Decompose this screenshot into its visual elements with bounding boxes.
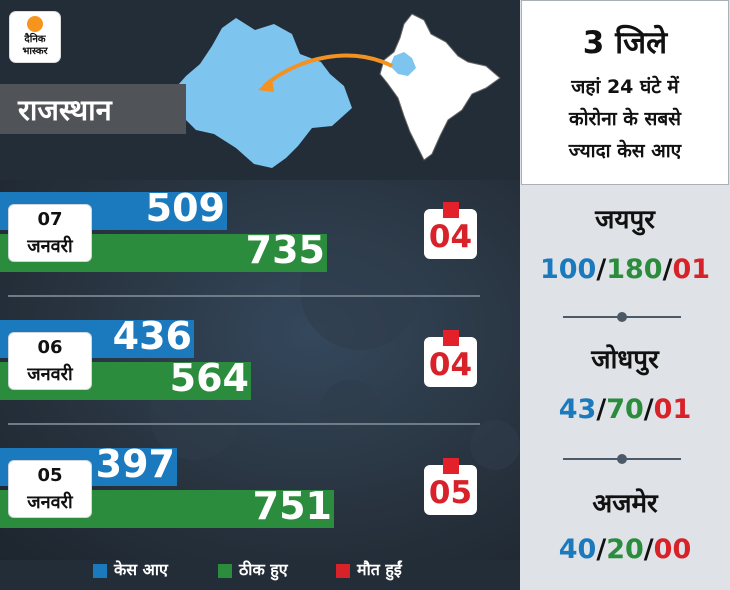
district-cases: 100 [539, 254, 597, 285]
bar-label-cases: 397 [95, 442, 175, 486]
date-box: 06 जनवरी [8, 332, 92, 390]
india-map-icon [379, 13, 501, 161]
date-box: 05 जनवरी [8, 460, 92, 518]
district-name-jodhpur: जोधपुर [591, 345, 659, 375]
district-recovered: 20 [606, 534, 644, 565]
death-count: 04 [428, 219, 473, 255]
death-flag-icon [443, 330, 459, 346]
district-deaths: 01 [653, 394, 692, 425]
district-stats-jodhpur: 43/70/01 [520, 394, 730, 425]
rajasthan-highlight-icon [390, 52, 416, 76]
district-cases: 43 [558, 394, 597, 425]
panel-title-big: 3 जिले [582, 25, 668, 61]
district-recovered: 70 [606, 394, 644, 425]
death-count-box: 05 [424, 458, 477, 515]
logo-text-line2: भास्कर [22, 46, 48, 57]
legend-label-cases: केस आए [114, 560, 168, 579]
district-recovered: 180 [606, 254, 663, 285]
district-cases: 40 [558, 534, 597, 565]
legend-swatch-deaths [336, 564, 350, 578]
slash: / [596, 534, 607, 565]
map-graphic [170, 13, 501, 168]
divider-dot [617, 454, 627, 464]
district-name-ajmer: अजमेर [592, 489, 658, 519]
brand-logo: दैनिक भास्कर [10, 12, 60, 62]
legend-label-recovered: ठीक हुए [239, 560, 288, 579]
death-count: 05 [428, 475, 473, 511]
state-name: राजस्थान [18, 93, 112, 127]
divider-dot [617, 312, 627, 322]
bar-label-cases: 509 [145, 186, 225, 230]
legend-swatch-recovered [218, 564, 232, 578]
legend-swatch-cases [93, 564, 107, 578]
rajasthan-map-icon [170, 18, 352, 168]
slash: / [596, 254, 607, 285]
district-stats-ajmer: 40/20/00 [520, 534, 730, 565]
date-number: 05 [37, 465, 63, 486]
date-number: 07 [37, 209, 63, 230]
death-flag-icon [443, 458, 459, 474]
row-separator [8, 295, 480, 297]
district-deaths: 00 [653, 534, 692, 565]
panel-title-line: ज्यादा केस आए [568, 140, 682, 162]
panel-title-line: जहां 24 घंटे में [571, 76, 679, 98]
death-count-box: 04 [424, 330, 477, 387]
bar-label-recovered: 564 [169, 356, 249, 400]
arrow-head-icon [258, 78, 274, 92]
slash: / [596, 394, 607, 425]
bar-label-recovered: 751 [252, 484, 332, 528]
bar-label-cases: 436 [112, 314, 192, 358]
date-month: जनवरी [27, 236, 73, 257]
district-stats-jaipur: 100/180/01 [520, 254, 730, 285]
district-deaths: 01 [672, 254, 711, 285]
sun-icon [27, 16, 43, 32]
panel-title-box: 3 जिले जहां 24 घंटे में कोरोना के सबसे ज… [521, 0, 729, 185]
date-box: 07 जनवरी [8, 204, 92, 262]
slash: / [643, 534, 654, 565]
virus-decoration [470, 420, 520, 470]
death-flag-icon [443, 202, 459, 218]
slash: / [643, 394, 654, 425]
pointer-arrow-icon [262, 53, 393, 88]
death-count: 04 [428, 347, 473, 383]
slash: / [662, 254, 673, 285]
state-label: राजस्थान [0, 84, 186, 134]
row-separator [8, 423, 480, 425]
district-name-jaipur: जयपुर [595, 205, 655, 235]
date-month: जनवरी [27, 492, 73, 513]
logo-text-line1: दैनिक [24, 34, 46, 45]
legend-label-deaths: मौत हुईं [357, 560, 402, 579]
death-count-box: 04 [424, 202, 477, 259]
panel-title-line: कोरोना के सबसे [568, 108, 682, 130]
date-number: 06 [37, 337, 63, 358]
date-month: जनवरी [27, 364, 73, 385]
virus-decoration [320, 380, 380, 440]
bar-label-recovered: 735 [245, 228, 325, 272]
